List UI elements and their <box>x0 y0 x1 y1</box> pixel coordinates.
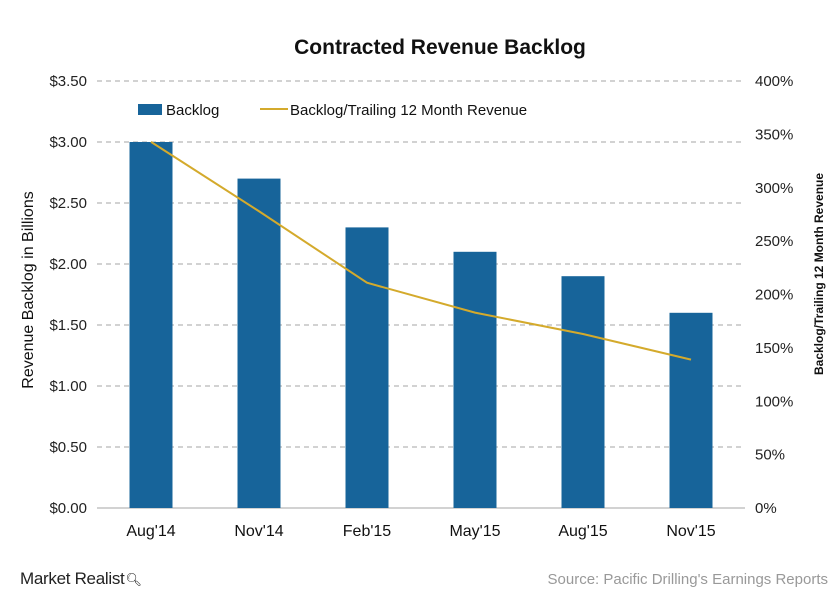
source-note: Source: Pacific Drilling's Earnings Repo… <box>547 571 828 588</box>
left-axis-ticks: $0.00 $0.50 $1.00 $1.50 $2.00 $2.50 $3.00 $3.50 <box>49 73 87 517</box>
bar <box>453 251 497 509</box>
legend-line-label: Backlog/Trailing 12 Month Revenue <box>290 102 527 119</box>
x-axis-ticks: Aug'14 Nov'14 Feb'15 May'15 Aug'15 Nov'15 <box>126 523 715 540</box>
y-axis-label: Revenue Backlog in Billions <box>20 191 37 388</box>
x-tick-label: Aug'14 <box>126 523 175 540</box>
legend: Backlog Backlog/Trailing 12 Month Revenu… <box>138 102 527 119</box>
legend-bar-swatch <box>138 104 162 115</box>
y2-tick-label: 250% <box>755 233 793 250</box>
y-tick-label: $0.50 <box>49 439 87 456</box>
y2-tick-label: 200% <box>755 287 793 304</box>
y2-tick-label: 0% <box>755 500 777 517</box>
y2-tick-label: 400% <box>755 73 793 90</box>
magnifier-icon: 🔍︎ <box>125 572 142 587</box>
bar <box>345 227 389 508</box>
bar-series <box>129 142 713 509</box>
y-tick-label: $2.00 <box>49 256 87 273</box>
y2-tick-label: 100% <box>755 393 793 410</box>
x-tick-label: Aug'15 <box>558 523 607 540</box>
y2-tick-label: 350% <box>755 126 793 143</box>
x-tick-label: Feb'15 <box>343 523 392 540</box>
y2-tick-label: 300% <box>755 180 793 197</box>
brand-name: Market Realist <box>20 569 125 588</box>
gridlines <box>97 80 745 509</box>
y2-tick-label: 150% <box>755 340 793 357</box>
x-tick-label: Nov'15 <box>666 523 715 540</box>
y-tick-label: $3.00 <box>49 134 87 151</box>
bar <box>237 178 281 508</box>
x-tick-label: May'15 <box>449 523 500 540</box>
chart-title: Contracted Revenue Backlog <box>294 36 586 59</box>
y-tick-label: $1.50 <box>49 317 87 334</box>
y-tick-label: $2.50 <box>49 195 87 212</box>
brand-logo: Market Realist🔍︎ <box>20 569 142 589</box>
ratio-line <box>150 141 692 361</box>
y-tick-label: $0.00 <box>49 500 87 517</box>
x-tick-label: Nov'14 <box>234 523 283 540</box>
y-tick-label: $1.00 <box>49 378 87 395</box>
y2-tick-label: 50% <box>755 447 785 464</box>
right-axis-ticks: 0% 50% 100% 150% 200% 250% 300% 350% 400% <box>755 73 793 517</box>
y2-axis-label: Backlog/Trailing 12 Month Revenue <box>812 173 826 375</box>
bar <box>561 276 605 508</box>
bar <box>669 312 713 508</box>
line-series <box>150 141 692 361</box>
legend-bar-label: Backlog <box>166 102 219 119</box>
bar <box>129 142 173 508</box>
y-tick-label: $3.50 <box>49 73 87 90</box>
